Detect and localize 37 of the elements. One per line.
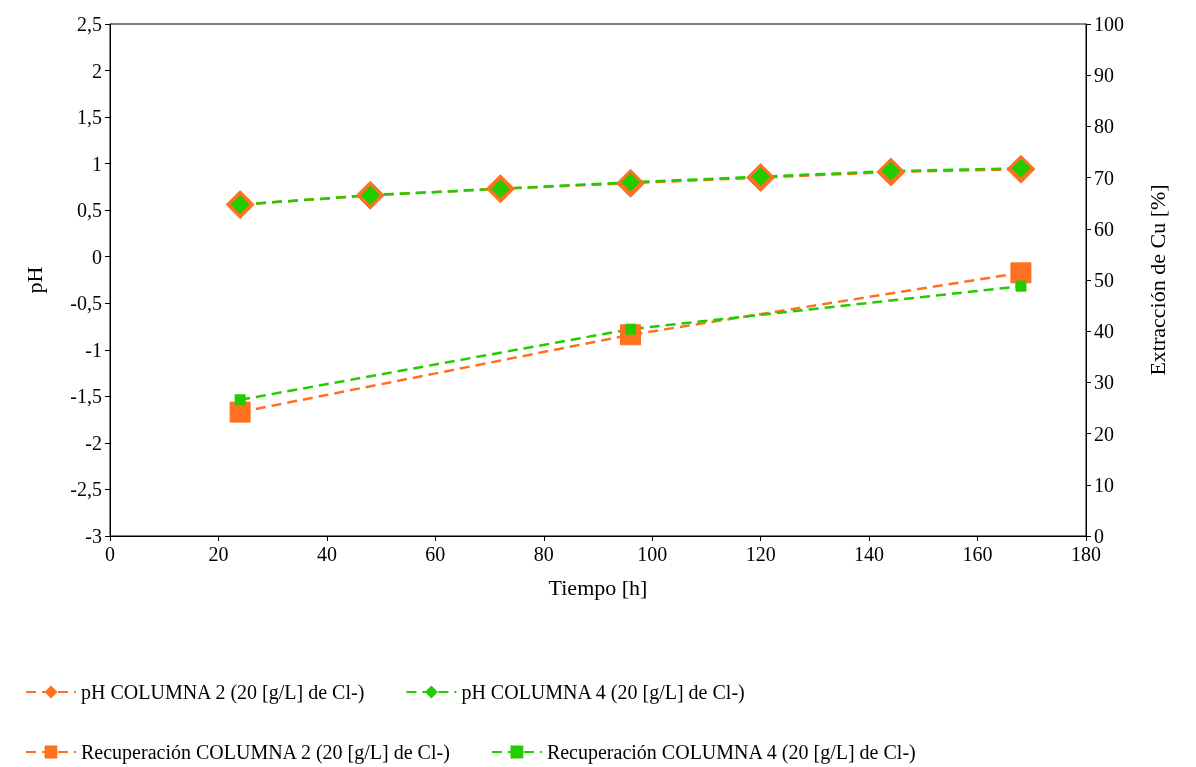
x-tick-label: 100 <box>637 543 668 565</box>
y-tick-label: -2,5 <box>70 478 102 501</box>
x-tick-label: 120 <box>745 543 776 565</box>
y2-tick-label: 90 <box>1094 64 1114 87</box>
y-tick-label: 1 <box>92 152 102 175</box>
y-tick-label: -2 <box>85 431 102 454</box>
y-tick-label: 1,5 <box>77 106 102 129</box>
y2-tick-label: 100 <box>1094 13 1124 35</box>
y2-tick-label: 20 <box>1094 422 1114 445</box>
y2-tick-label: 70 <box>1094 166 1114 189</box>
y2-tick-label: 40 <box>1094 320 1114 343</box>
y2-tick-label: 30 <box>1094 371 1114 394</box>
y-tick-label: -3 <box>85 525 102 547</box>
y2-tick-label: 50 <box>1094 269 1114 291</box>
y-tick-label: 2,5 <box>77 13 102 35</box>
y-tick-label: -1 <box>85 338 102 361</box>
x-tick-label: 20 <box>208 543 229 565</box>
y-axis-title: pH <box>21 266 47 294</box>
legend-label: Recuperación COLUMNA 4 (20 [g/L] de Cl-) <box>546 741 916 764</box>
y2-tick-label: 60 <box>1094 217 1114 240</box>
legend-label: pH COLUMNA 2 (20 [g/L] de Cl-) <box>81 681 365 704</box>
x-tick-label: 80 <box>533 543 554 565</box>
y2-axis-title: Extracción de Cu [%] <box>1144 184 1170 376</box>
y-tick-label: -1,5 <box>70 385 102 408</box>
x-tick-label: 160 <box>962 543 993 565</box>
legend-label: pH COLUMNA 4 (20 [g/L] de Cl-) <box>461 681 745 704</box>
x-axis-title: Tiempo [h] <box>548 574 648 600</box>
y-tick-label: 0 <box>92 245 102 268</box>
y2-tick-label: 10 <box>1094 473 1114 496</box>
y-tick-label: -0,5 <box>70 292 102 315</box>
legend-label: Recuperación COLUMNA 2 (20 [g/L] de Cl-) <box>81 741 450 764</box>
x-tick-label: 60 <box>425 543 446 565</box>
x-tick-label: 40 <box>316 543 337 565</box>
y-tick-label: 2 <box>92 59 102 82</box>
y2-tick-label: 80 <box>1094 115 1114 138</box>
x-tick-label: 140 <box>854 543 885 565</box>
y-tick-label: 0,5 <box>77 199 102 222</box>
